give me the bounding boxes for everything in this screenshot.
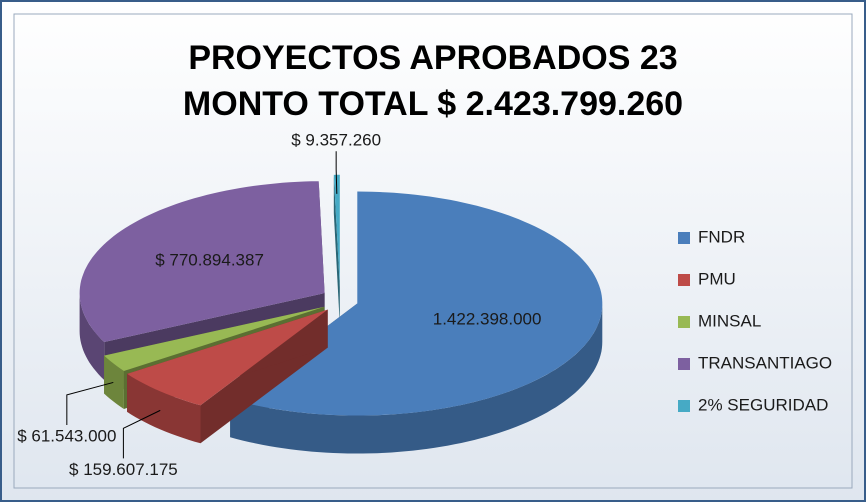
chart-subtitle: MONTO TOTAL $ 2.423.799.260	[183, 85, 683, 123]
legend-swatch	[678, 232, 690, 244]
slice-top	[79, 181, 325, 342]
data-label: 1.422.398.000	[433, 310, 542, 329]
leader-line	[335, 151, 338, 194]
legend-label: PMU	[698, 269, 736, 288]
legend-swatch	[678, 274, 690, 286]
slice-side	[104, 355, 124, 409]
legend-swatch	[678, 358, 690, 370]
slice-top	[104, 306, 325, 371]
data-label: $ 61.543.000	[17, 426, 116, 445]
chart-title: PROYECTOS APROBADOS 23	[188, 39, 677, 77]
slice-top	[333, 174, 340, 287]
slice-side	[79, 293, 105, 380]
leader-line	[122, 409, 161, 459]
leader-line	[66, 381, 114, 425]
slice-top	[230, 191, 603, 416]
legend-label: FNDR	[698, 227, 745, 246]
plot-frame	[13, 13, 853, 489]
data-label: $ 9.357.260	[291, 131, 381, 150]
slice-side	[230, 303, 603, 454]
slice	[127, 309, 328, 444]
legend-label: MINSAL	[698, 311, 761, 330]
slice-top	[127, 309, 328, 406]
data-label: $ 159.607.175	[69, 460, 178, 479]
data-label: $ 770.894.387	[155, 251, 264, 270]
legend-label: 2% SEGURIDAD	[698, 395, 828, 414]
slice-wall	[333, 174, 340, 325]
legend-swatch	[678, 316, 690, 328]
slice-side	[127, 373, 201, 444]
legend-label: TRANSANTIAGO	[698, 353, 832, 372]
slice	[333, 174, 340, 325]
legend-swatch	[678, 400, 690, 412]
